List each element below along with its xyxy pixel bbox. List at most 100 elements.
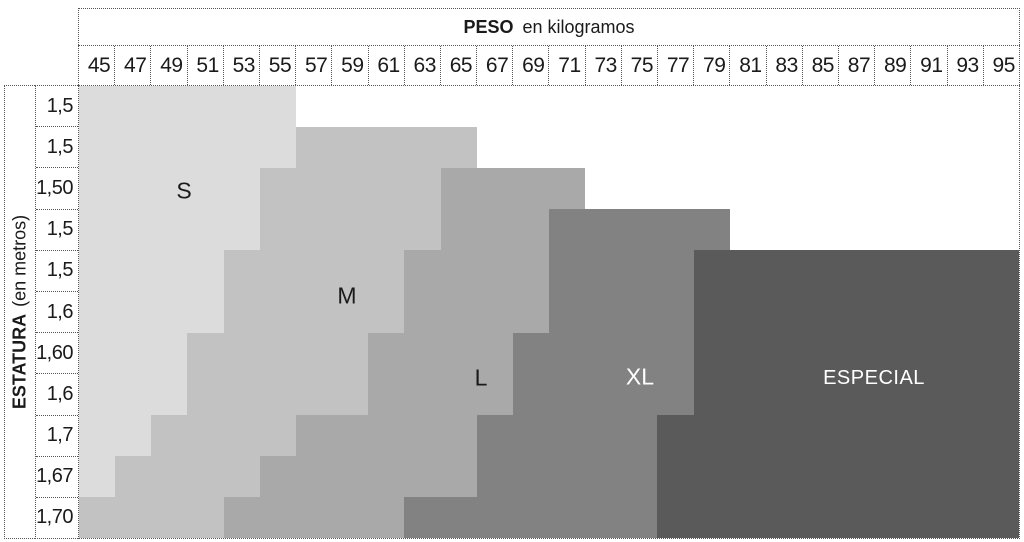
peso-axis-header: PESO en kilogramos: [78, 8, 1020, 45]
size-region-segment-XL: [548, 209, 730, 251]
grid-row: [79, 496, 1019, 539]
size-region-segment-L: [404, 291, 549, 333]
weight-tick-cell: 53: [224, 46, 260, 85]
size-region-segment-L: [368, 332, 513, 374]
empty-segment: [585, 168, 1019, 210]
size-region-segment-XL: [404, 496, 658, 539]
weight-tick-cell: 89: [875, 46, 912, 85]
size-region-segment-M: [187, 373, 369, 415]
weight-tick-cell: 95: [992, 53, 1016, 77]
size-region-segment-ESPECIAL: [657, 414, 1019, 456]
grid-row: [79, 168, 1019, 210]
height-tick-cell: 1,50: [36, 168, 78, 210]
size-region-segment-XL: [476, 414, 658, 456]
height-tick-cell: 1,5: [36, 86, 78, 128]
size-region-segment-M: [79, 496, 224, 539]
size-region-segment-S: [79, 86, 296, 128]
height-tick-cell: 1,5: [36, 210, 78, 251]
height-tick-cell: 1,6: [36, 374, 78, 416]
size-region-segment-S: [79, 291, 224, 333]
weight-tick-cell: 45: [79, 46, 116, 85]
height-tick-cell: 1,70: [36, 506, 73, 529]
grid-row: [79, 291, 1019, 333]
weight-tick-cell: 67: [477, 46, 514, 85]
size-region-segment-S: [79, 127, 296, 169]
weights-row: 45 47 49 51 53 55 57 59 61 63 65 67 69 71 73 75 77 79 81 83…: [78, 45, 1020, 85]
size-label-XL: XL: [625, 363, 655, 390]
size-regions-grid: S M L XL ESPECIAL: [78, 85, 1020, 539]
size-region-segment-XL: [548, 250, 694, 292]
size-label-ESPECIAL: ESPECIAL: [823, 367, 925, 389]
size-region-segment-XL: [512, 332, 694, 374]
size-region-segment-M: [259, 209, 441, 251]
size-region-segment-L: [223, 496, 405, 539]
weight-tick-cell: 91: [911, 46, 948, 85]
size-region-segment-L: [440, 209, 549, 251]
weight-tick-cell: 81: [730, 46, 767, 85]
weight-tick-cell: 71: [549, 46, 586, 85]
size-region-segment-L: [404, 250, 549, 292]
weight-tick-cell: 51: [188, 46, 224, 85]
weight-tick-cell: 75: [622, 46, 658, 85]
weight-tick-cell: 57: [296, 46, 333, 85]
size-region-segment-ESPECIAL: [693, 373, 1019, 415]
height-tick-cell: 1,7: [36, 416, 78, 457]
size-region-segment-S: [79, 168, 260, 210]
size-region-segment-M: [295, 127, 477, 169]
grid-row: [79, 127, 1019, 169]
weight-tick-cell: 73: [586, 46, 622, 85]
grid-row: [79, 414, 1019, 456]
size-region-segment-L: [295, 414, 477, 456]
weight-tick-cell: 47: [115, 46, 152, 85]
size-region-segment-ESPECIAL: [693, 291, 1019, 333]
height-tick-cell: 1,6: [36, 292, 78, 334]
size-region-segment-M: [187, 332, 369, 374]
height-tick-cell: 1,5: [36, 127, 78, 169]
grid-row: [79, 455, 1019, 497]
size-region-segment-L: [368, 373, 513, 415]
estatura-axis-title: ESTATURA (en metros): [10, 215, 31, 409]
height-tick-cell: 1,60: [36, 333, 78, 375]
size-region-segment-M: [259, 168, 441, 210]
size-region-segment-L: [440, 168, 586, 210]
empty-segment: [476, 127, 1019, 169]
size-region-segment-S: [79, 250, 224, 292]
size-region-segment-S: [79, 455, 116, 497]
size-region-segment-M: [223, 250, 405, 292]
weight-tick-cell: 59: [332, 46, 369, 85]
grid-row: [79, 86, 1019, 128]
peso-axis-title-units: en kilogramos: [522, 16, 635, 37]
size-region-segment-M: [223, 291, 405, 333]
size-region-segment-L: [259, 455, 477, 497]
size-region-segment-S: [79, 332, 188, 374]
size-region-segment-M: [115, 455, 260, 497]
size-region-segment-XL: [476, 455, 658, 497]
size-region-segment-S: [79, 414, 152, 456]
weight-tick-cell: 65: [441, 46, 478, 85]
heights-column: 1,5 1,5 1,50 1,5 1,5 1,6 1,60 1,6 1,7 1,67 1,70: [35, 85, 78, 539]
estatura-axis-title-bold: ESTATURA: [9, 313, 30, 410]
estatura-axis-header: ESTATURA (en metros): [4, 85, 35, 539]
height-tick-cell: 1,67: [36, 457, 78, 498]
grid-row: [79, 373, 1019, 415]
size-region-segment-ESPECIAL: [693, 250, 1019, 292]
empty-segment: [729, 209, 1019, 251]
grid-row: [79, 250, 1019, 292]
height-tick-cell: 1,5: [36, 251, 78, 292]
grid-row: [79, 332, 1019, 374]
weight-tick-cell: 63: [405, 46, 441, 85]
weight-tick-cell: 85: [803, 46, 839, 85]
weight-tick-cell: 55: [260, 46, 297, 85]
grid-row: [79, 209, 1019, 251]
weight-tick-cell: 87: [839, 46, 876, 85]
size-label-M: M: [337, 282, 357, 309]
size-region-segment-ESPECIAL: [657, 496, 1019, 539]
size-label-L: L: [474, 364, 488, 391]
weight-tick-cell: 61: [369, 46, 405, 85]
estatura-axis-title-units: (en metros): [9, 214, 30, 307]
size-region-segment-M: [151, 414, 296, 456]
size-region-segment-S: [79, 373, 188, 415]
weight-tick-cell: 93: [948, 46, 984, 85]
empty-segment: [295, 86, 1019, 128]
